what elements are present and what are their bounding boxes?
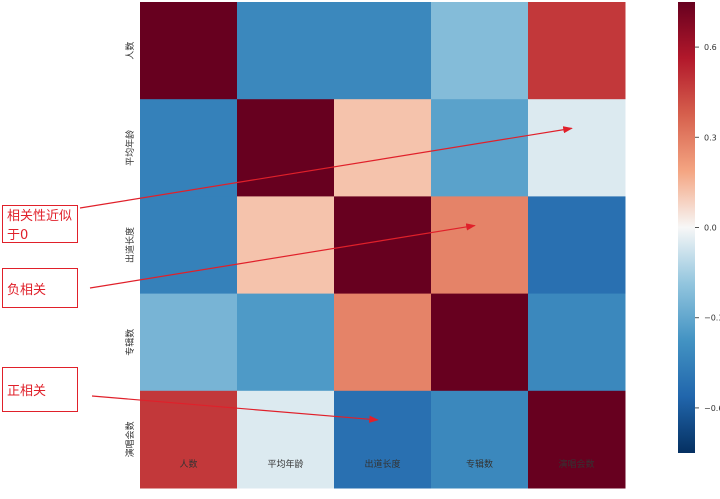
- colorbar: [678, 2, 695, 453]
- colorbar-tick-label: −0.6: [704, 404, 720, 413]
- colorbar-tick-label: 0.3: [704, 133, 717, 142]
- heatmap-cell: [528, 390, 626, 489]
- heatmap-cell: [528, 99, 626, 197]
- x-tick-labels: 人数 平均年龄 出道长度 专辑数 演唱会数: [179, 458, 594, 470]
- heatmap-cell: [237, 2, 335, 100]
- heatmap-cell: [334, 99, 432, 197]
- x-tick-label: 专辑数: [466, 458, 493, 470]
- heatmap-cell: [140, 2, 238, 100]
- annotation-label-negative: 负相关: [7, 282, 47, 298]
- y-tick-label: 出道长度: [124, 227, 136, 263]
- colorbar-tick-label: 0.6: [704, 43, 717, 52]
- annotation-box-negative: 负相关: [2, 268, 78, 308]
- colorbar-tick-label: −0.3: [704, 314, 720, 323]
- annotation-arrows: [79, 126, 573, 423]
- heatmap-cell: [431, 2, 529, 100]
- annotation-box-positive: 正相关: [2, 367, 78, 412]
- heatmap-cell: [237, 196, 335, 295]
- annotation-box-near-zero: 相关性近似于0: [2, 205, 78, 243]
- heatmap-cell: [140, 99, 238, 197]
- y-tick-label: 人数: [124, 42, 136, 60]
- y-tick-label: 演唱会数: [124, 421, 136, 457]
- heatmap-cell: [140, 390, 238, 489]
- x-tick-label: 人数: [179, 458, 197, 470]
- heatmap-cell: [431, 196, 529, 295]
- x-tick-label: 出道长度: [364, 458, 400, 470]
- annotation-label-near-zero: 相关性近似于0: [7, 209, 73, 243]
- heatmap-cell: [140, 293, 238, 392]
- heatmap-cell: [528, 293, 626, 392]
- heatmap-cell: [334, 2, 432, 100]
- heatmap-cell: [237, 390, 335, 489]
- annotation-label-positive: 正相关: [7, 384, 47, 399]
- x-tick-label: 平均年龄: [267, 458, 303, 470]
- heatmap-cell: [431, 390, 529, 489]
- heatmap-cell: [237, 99, 335, 197]
- heatmap-cell: [334, 390, 432, 489]
- y-tick-label: 专辑数: [124, 329, 136, 356]
- heatmap-cell: [334, 293, 432, 392]
- y-tick-label: 平均年龄: [124, 130, 136, 166]
- colorbar-tick-label: 0.0: [704, 224, 717, 233]
- annotation-arrow: [91, 395, 379, 423]
- heatmap-cell: [140, 196, 238, 295]
- heatmap-cell: [237, 293, 335, 392]
- heatmap-cell: [528, 196, 626, 295]
- annotation-arrow: [79, 126, 573, 209]
- colorbar-ticks: 0.6 0.3 0.0 −0.3 −0.6: [695, 43, 720, 413]
- heatmap-cell: [528, 2, 626, 100]
- heatmap-cell: [431, 99, 529, 197]
- heatmap-cell: [431, 293, 529, 392]
- annotation-arrow: [89, 223, 476, 289]
- x-tick-label: 演唱会数: [558, 458, 594, 470]
- heatmap-cells: [140, 2, 626, 489]
- heatmap-cell: [334, 196, 432, 295]
